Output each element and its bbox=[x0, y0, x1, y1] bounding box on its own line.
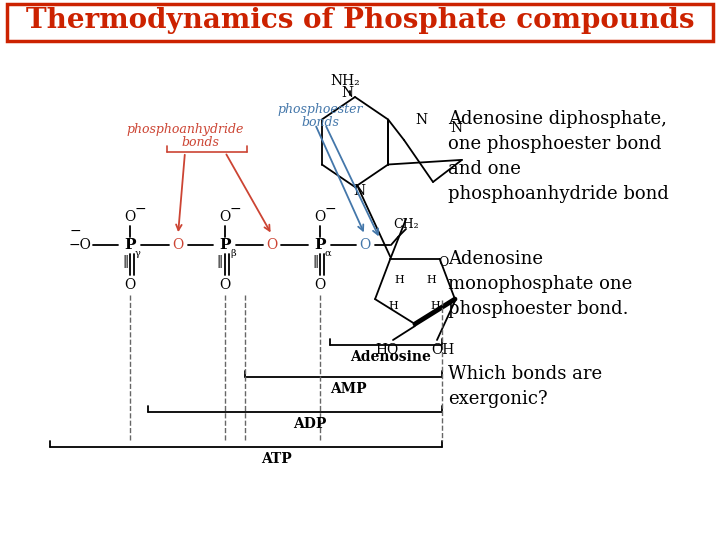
Text: O: O bbox=[172, 238, 184, 252]
Text: O: O bbox=[220, 210, 230, 224]
Text: ‖: ‖ bbox=[122, 254, 128, 267]
Text: O: O bbox=[125, 278, 135, 292]
Text: O: O bbox=[315, 210, 325, 224]
Text: −: − bbox=[134, 202, 146, 216]
Text: phosphoanhydride: phosphoanhydride bbox=[126, 124, 243, 137]
Text: Adenosine: Adenosine bbox=[351, 350, 431, 364]
Text: −O: −O bbox=[68, 238, 91, 252]
Text: H: H bbox=[426, 275, 436, 285]
Text: ATP: ATP bbox=[261, 452, 292, 466]
Text: P: P bbox=[314, 238, 325, 252]
Text: O: O bbox=[359, 238, 371, 252]
Text: N: N bbox=[451, 121, 463, 135]
Text: N: N bbox=[341, 86, 353, 100]
Text: P: P bbox=[220, 238, 230, 252]
Text: ‖: ‖ bbox=[312, 254, 318, 267]
Text: OH: OH bbox=[431, 343, 454, 357]
Text: bonds: bonds bbox=[181, 136, 219, 148]
Text: O: O bbox=[438, 255, 448, 268]
Text: β: β bbox=[230, 248, 236, 258]
Text: phosphoester: phosphoester bbox=[277, 104, 363, 117]
Text: H: H bbox=[388, 301, 398, 311]
Text: H: H bbox=[430, 301, 440, 311]
Text: CH₂: CH₂ bbox=[393, 219, 419, 232]
Text: P: P bbox=[125, 238, 136, 252]
Text: Adenosine
monophosphate one
phosphoester bond.: Adenosine monophosphate one phosphoester… bbox=[448, 250, 632, 318]
Text: H: H bbox=[394, 275, 404, 285]
Text: Thermodynamics of Phosphate compounds: Thermodynamics of Phosphate compounds bbox=[26, 8, 694, 35]
Text: O: O bbox=[315, 278, 325, 292]
Text: α: α bbox=[325, 248, 331, 258]
Text: HO: HO bbox=[375, 343, 399, 357]
Text: N: N bbox=[415, 113, 427, 127]
FancyBboxPatch shape bbox=[7, 4, 713, 41]
Text: γ: γ bbox=[135, 248, 141, 258]
Text: −: − bbox=[69, 224, 81, 238]
Text: O: O bbox=[266, 238, 278, 252]
Text: O: O bbox=[125, 210, 135, 224]
Text: AMP: AMP bbox=[330, 382, 366, 396]
Text: O: O bbox=[220, 278, 230, 292]
Text: bonds: bonds bbox=[301, 116, 339, 129]
Text: ADP: ADP bbox=[293, 417, 327, 431]
Text: −: − bbox=[324, 202, 336, 216]
Text: ‖: ‖ bbox=[217, 254, 223, 267]
Text: Which bonds are
exergonic?: Which bonds are exergonic? bbox=[448, 365, 602, 408]
Text: N: N bbox=[353, 184, 365, 198]
Text: Adenosine diphosphate,
one phosphoester bond
and one
phosphoanhydride bond: Adenosine diphosphate, one phosphoester … bbox=[448, 110, 669, 203]
Text: NH₂: NH₂ bbox=[330, 74, 360, 88]
Text: −: − bbox=[229, 202, 240, 216]
